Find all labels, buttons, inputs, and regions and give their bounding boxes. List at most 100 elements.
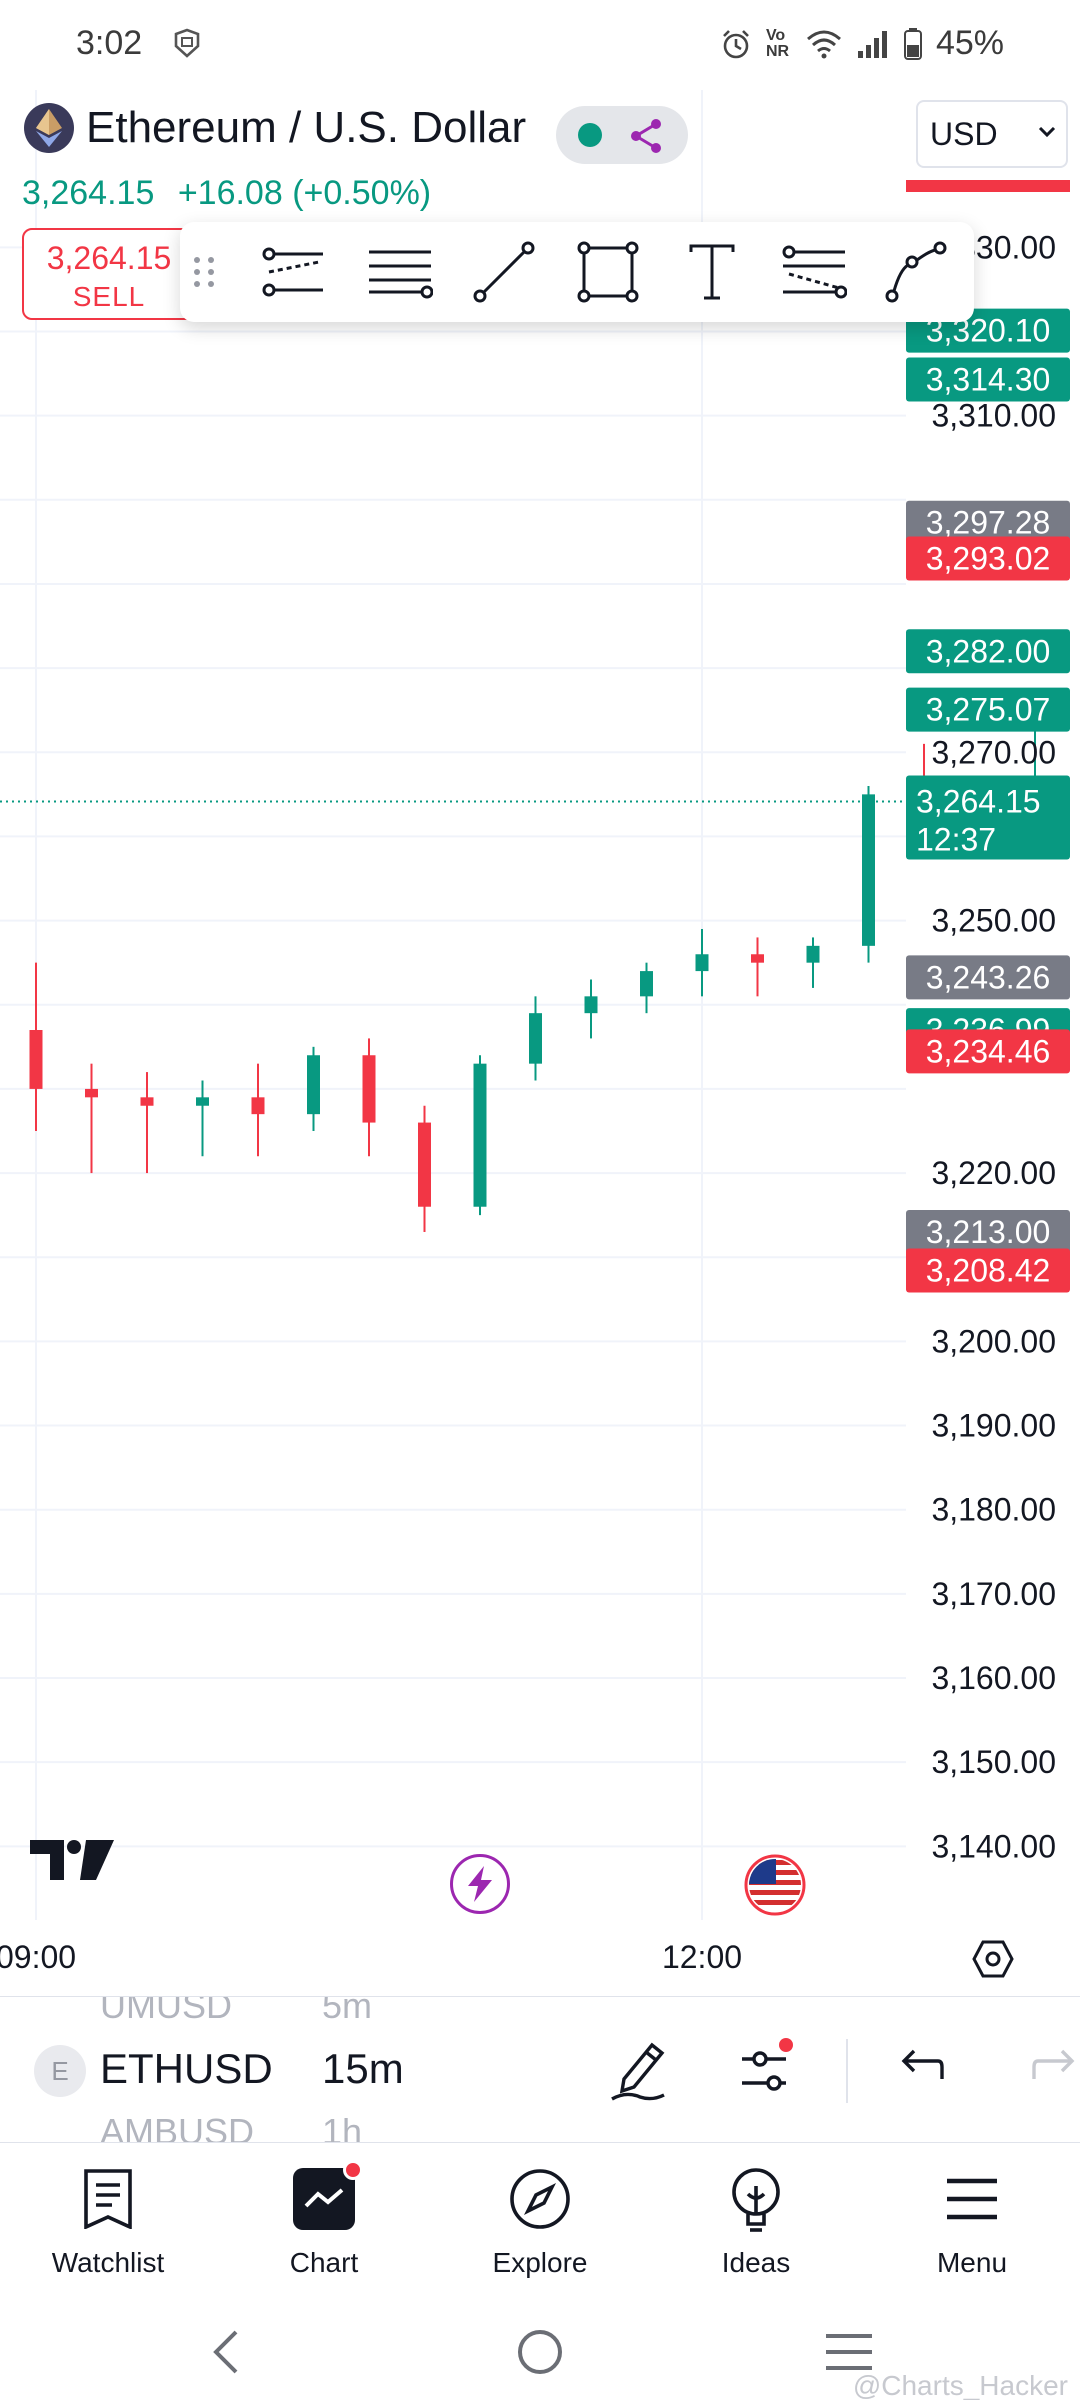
- watermark: @Charts_Hacker: [852, 2370, 1068, 2400]
- nav-ideas[interactable]: Ideas: [666, 2161, 846, 2279]
- nav-ideas-label: Ideas: [721, 2247, 791, 2278]
- symbol-title[interactable]: Ethereum / U.S. Dollar: [86, 103, 527, 152]
- candle: [473, 1055, 487, 1216]
- previous-symbol[interactable]: UMUSD: [100, 1996, 232, 2026]
- candle: [695, 929, 709, 997]
- candle-body: [584, 996, 598, 1014]
- status-time: 3:02: [76, 24, 143, 62]
- nav-watchlist[interactable]: Watchlist: [18, 2161, 198, 2279]
- sell-button[interactable]: 3,264.15 SELL: [22, 228, 196, 320]
- tradingview-logo-icon: [30, 1840, 114, 1880]
- price-tag-bg: [906, 1248, 1070, 1293]
- signal-icon: [857, 30, 887, 58]
- nav-explore[interactable]: Explore: [450, 2161, 630, 2279]
- current-price-text: 3,264.15: [916, 784, 1041, 820]
- drawing-toolbar[interactable]: [180, 222, 974, 322]
- candle-body: [307, 1055, 320, 1115]
- sell-label: SELL: [72, 281, 146, 312]
- candle-body: [196, 1097, 209, 1106]
- current-symbol[interactable]: ETHUSD: [100, 2045, 273, 2092]
- current-price-tag-bg: [906, 775, 1070, 860]
- undo-icon[interactable]: [900, 2043, 944, 2087]
- candle: [806, 937, 820, 988]
- price-tag-text: 3,213.00: [926, 1214, 1051, 1250]
- next-interval[interactable]: 1h: [322, 2111, 363, 2142]
- price-tick-label: 3,310.00: [931, 398, 1056, 434]
- trend-line-icon[interactable]: [468, 240, 540, 304]
- system-navigation[interactable]: @Charts_Hacker: [0, 2292, 1080, 2400]
- nav-watchlist-label: Watchlist: [51, 2247, 165, 2278]
- price-tag: 3,208.42: [906, 1248, 1070, 1293]
- candle: [307, 1046, 320, 1131]
- candle-body: [418, 1122, 431, 1207]
- price-tag-bg: [906, 500, 1070, 545]
- candle-body: [640, 971, 653, 997]
- nav-chart[interactable]: Chart: [234, 2160, 414, 2279]
- fib-retracement-icon[interactable]: [778, 240, 850, 304]
- countdown-text: 12:37: [916, 822, 996, 858]
- price-chart[interactable]: 3,330.003,310.003,270.003,250.003,220.00…: [0, 0, 1080, 1996]
- drag-handle-icon[interactable]: [184, 240, 224, 304]
- candle: [529, 996, 542, 1081]
- battery-icon: [903, 27, 922, 60]
- candle-body: [695, 954, 709, 972]
- price-tick-label: 3,160.00: [931, 1660, 1056, 1696]
- symbol-interval-bar[interactable]: UMUSD 5m E ETHUSD 15m AMBUSD 1h: [0, 1996, 1080, 2142]
- compass-icon: [510, 2169, 570, 2229]
- share-icon[interactable]: [628, 118, 664, 154]
- lightning-event-icon[interactable]: [450, 1854, 510, 1914]
- redo-icon[interactable]: [1032, 2043, 1076, 2087]
- price-tag-bg: [906, 1209, 1070, 1254]
- candle-body: [85, 1088, 98, 1098]
- candle: [362, 1038, 376, 1157]
- bottom-navigation[interactable]: Watchlist Chart Explore: [0, 2142, 1080, 2292]
- market-open-dot-icon: [578, 123, 602, 147]
- candle-body: [862, 794, 875, 946]
- recents-icon[interactable]: [824, 2332, 874, 2372]
- candle-body: [473, 1063, 487, 1207]
- candle: [584, 979, 598, 1039]
- back-icon[interactable]: [210, 2328, 240, 2376]
- nav-chart-label: Chart: [289, 2247, 359, 2278]
- previous-interval[interactable]: 5m: [322, 1996, 373, 2026]
- hamburger-menu-icon: [947, 2178, 997, 2220]
- position-tool[interactable]: [0, 651, 1080, 1051]
- candle-body: [806, 945, 820, 963]
- alarm-icon: [723, 29, 749, 58]
- lightbulb-icon: [732, 2168, 780, 2232]
- symbol-header[interactable]: Ethereum / U.S. Dollar: [24, 103, 526, 153]
- price-tag-bg: [906, 955, 1070, 1000]
- price-tag-bg: [906, 629, 1070, 674]
- market-status-badge[interactable]: [556, 106, 688, 164]
- horizontal-lines-icon[interactable]: [364, 240, 436, 304]
- price-tag-text: 3,275.07: [926, 692, 1051, 728]
- nav-menu[interactable]: Menu: [882, 2161, 1062, 2279]
- rectangle-icon[interactable]: [572, 240, 644, 304]
- candle: [751, 937, 764, 997]
- price-tag-text: 3,293.02: [926, 541, 1051, 577]
- price-tick-label: 3,180.00: [931, 1492, 1056, 1528]
- battery-percent: 45%: [935, 24, 1004, 62]
- candle-body: [29, 1030, 43, 1089]
- current-interval[interactable]: 15m: [322, 2045, 404, 2092]
- home-icon[interactable]: [516, 2328, 564, 2376]
- next-symbol[interactable]: AMBUSD: [100, 2111, 255, 2142]
- status-bar: 3:02 Vo NR 45%: [0, 0, 1080, 90]
- time-tick-label: 09:00: [0, 1939, 76, 1975]
- currency-select[interactable]: USD: [916, 100, 1068, 168]
- path-icon[interactable]: [880, 240, 952, 304]
- candle: [862, 785, 875, 963]
- text-icon[interactable]: [676, 240, 748, 304]
- status-icons: Vo NR 45%: [720, 24, 1004, 63]
- price-tag-text: 3,243.26: [926, 959, 1051, 995]
- price-tick-label: 3,250.00: [931, 903, 1056, 939]
- pen-drawing-icon[interactable]: [606, 2037, 670, 2103]
- price-tag-text: 3,234.46: [926, 1033, 1051, 1069]
- price-tag: 3,297.28: [906, 500, 1070, 545]
- parallel-channel-icon[interactable]: [258, 240, 330, 304]
- us-flag-event-icon[interactable]: [744, 1854, 806, 1916]
- chart-settings-icon[interactable]: [972, 1938, 1014, 1980]
- indicators-icon[interactable]: [734, 2037, 798, 2103]
- price-tag: 3,293.02: [906, 536, 1070, 581]
